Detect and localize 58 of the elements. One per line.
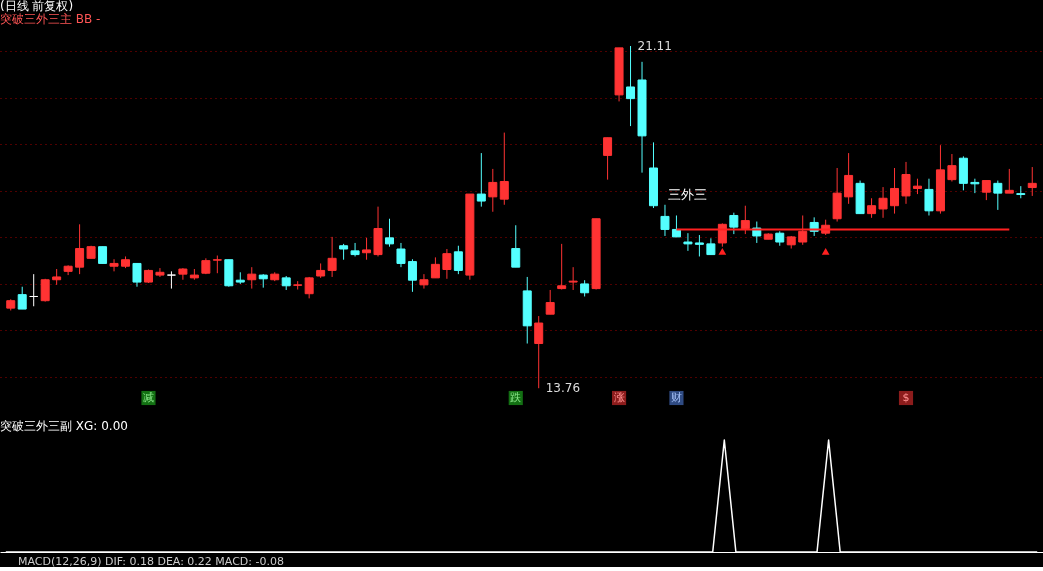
candlestick: [1004, 168, 1014, 194]
candlestick: [166, 270, 176, 290]
candlestick: [694, 234, 704, 257]
candlestick: [396, 242, 406, 268]
candlestick: [362, 237, 372, 261]
candlestick: [993, 180, 1003, 211]
candlestick: [17, 286, 27, 310]
candlestick: [626, 45, 636, 127]
candlestick: [488, 168, 498, 213]
candlestick: [453, 245, 463, 275]
data-label: $: [902, 391, 910, 404]
candlestick: [247, 266, 257, 290]
candlestick: [155, 267, 165, 278]
candlestick: [511, 224, 521, 268]
candlestick: [729, 212, 739, 235]
candlestick: [878, 186, 888, 219]
text: MACD(12,26,9) DIF: 0.18 DEA: 0.22 MACD: -0.08: [18, 555, 284, 568]
candlestick: [890, 167, 900, 215]
candlestick: [545, 289, 555, 315]
data-label: 财: [670, 391, 682, 404]
candlestick: [327, 236, 337, 278]
candlestick: [499, 132, 509, 206]
candlestick: [970, 178, 980, 194]
candlestick: [568, 266, 578, 291]
data-label: 跌: [510, 391, 522, 404]
candlestick: [660, 204, 670, 237]
candlestick: [844, 152, 854, 205]
candlestick: [442, 248, 452, 280]
candlestick: [385, 218, 395, 248]
candlestick: [924, 178, 934, 216]
candlestick: [981, 180, 991, 201]
annotation: 21.11: [637, 39, 672, 53]
candlestick: [683, 232, 693, 252]
annotation: 13.76: [545, 381, 581, 396]
data-label: 涨: [613, 391, 625, 404]
data-label: 三外三: [668, 187, 708, 203]
candlestick: [75, 223, 85, 275]
candlestick: [867, 197, 877, 219]
candlestick: [671, 214, 681, 238]
candlestick: [109, 258, 119, 272]
candlestick: [476, 152, 486, 208]
candlestick: [350, 242, 360, 257]
candlestick: [132, 262, 142, 288]
candlestick: [901, 161, 911, 205]
candlestick: [603, 137, 613, 181]
candlestick: [740, 205, 750, 235]
candlestick: [534, 315, 544, 389]
data-label: 减: [142, 391, 154, 404]
candlestick: [430, 256, 440, 279]
candlestick: [407, 258, 417, 293]
chart-subtitle: 突破三外三主 BB -: [0, 12, 101, 26]
candlestick: [798, 214, 808, 246]
candlestick: [947, 153, 957, 182]
candlestick: [419, 273, 429, 290]
candlestick: [1027, 166, 1037, 197]
chart-title: (日线 前复权): [0, 0, 74, 13]
candlestick: [557, 243, 567, 291]
chart-title: 突破三外三副 XG: 0.00: [0, 419, 128, 434]
